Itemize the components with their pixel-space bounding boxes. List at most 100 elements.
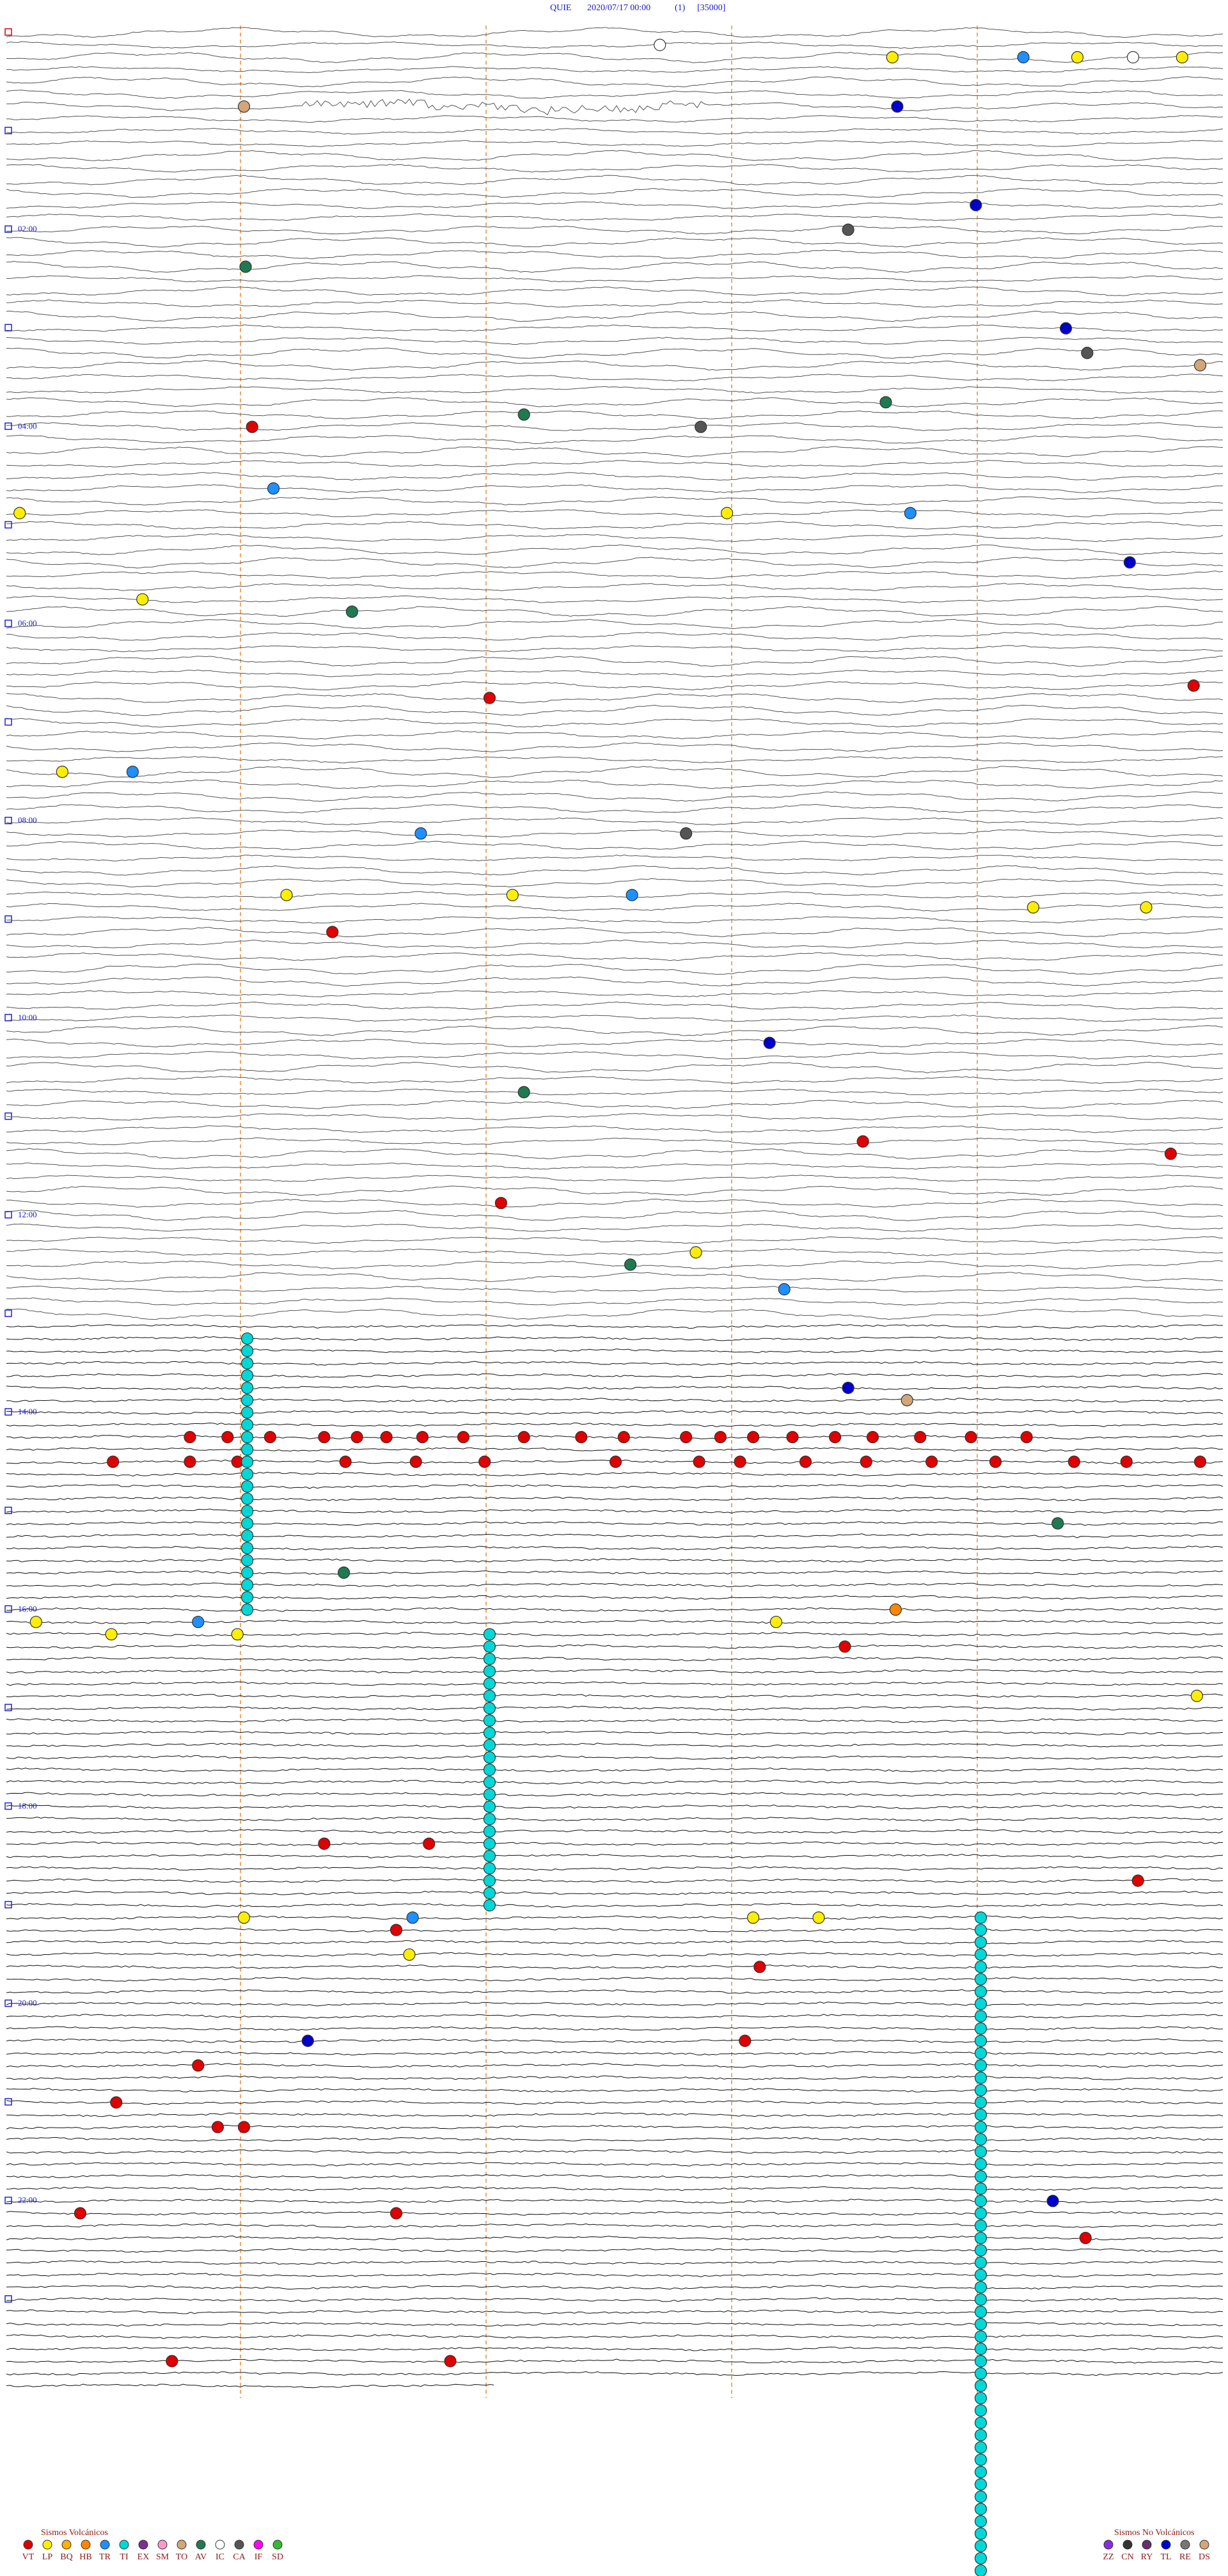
- trace: [6, 927, 1224, 938]
- event-run: [974, 2564, 988, 2576]
- trace: [6, 1792, 1224, 1797]
- trace: [6, 1483, 1224, 1489]
- trace: [6, 2063, 1224, 2068]
- trace: [6, 1038, 1224, 1048]
- trace: [6, 1236, 1223, 1244]
- legend-swatch: [234, 2540, 244, 2550]
- event-run: [483, 1862, 496, 1875]
- event-run: [974, 2145, 988, 2158]
- event: [345, 605, 359, 618]
- event-run: [974, 2133, 988, 2146]
- event: [211, 2121, 224, 2133]
- trace: [6, 76, 1224, 88]
- legend-code: TL: [1160, 2552, 1171, 2562]
- event-run: [483, 1652, 496, 1665]
- event: [237, 100, 251, 113]
- trace: [6, 990, 1224, 997]
- trace: [6, 2137, 1224, 2142]
- trace: [6, 310, 1224, 322]
- trace: [6, 1435, 1224, 1440]
- event-run: [974, 1998, 988, 2011]
- event: [746, 1911, 760, 1924]
- event: [390, 1924, 403, 1936]
- trace: [6, 1297, 1224, 1306]
- trace: [6, 434, 1224, 445]
- event-run: [240, 1542, 254, 1554]
- trace: [6, 2248, 1224, 2253]
- trace: [6, 681, 1224, 691]
- trace: [6, 1705, 1224, 1711]
- event-run: [974, 2367, 988, 2380]
- event-run: [240, 1467, 254, 1481]
- trace: [6, 336, 1224, 345]
- event-run: [483, 1788, 496, 1801]
- event: [184, 1431, 196, 1444]
- hour-mark: [4, 1014, 12, 1022]
- trace: [6, 1398, 1224, 1403]
- hour-mark: [4, 1408, 12, 1416]
- event-run: [240, 1529, 254, 1542]
- trace: [6, 1644, 1224, 1649]
- trace: [6, 1174, 1224, 1182]
- trace: [6, 459, 1224, 468]
- trace: [6, 2223, 1224, 2228]
- trace: [6, 570, 1224, 580]
- event: [1120, 1455, 1133, 1468]
- trace: [6, 645, 1224, 652]
- trace: [6, 583, 1223, 592]
- trace: [6, 98, 1224, 116]
- event: [778, 1283, 791, 1296]
- event: [517, 408, 530, 421]
- hour-label: 08:00: [18, 816, 37, 825]
- event: [166, 2355, 178, 2367]
- event-run: [974, 2034, 988, 2047]
- event-run: [483, 1837, 496, 1850]
- trace: [6, 1915, 1224, 1920]
- trace: [6, 1533, 1224, 1538]
- trace: [6, 976, 1224, 987]
- event-run: [240, 1394, 254, 1407]
- trace: [6, 225, 1224, 235]
- legend-swatch: [42, 2540, 52, 2550]
- event-run: [974, 2083, 988, 2097]
- event: [1131, 1874, 1144, 1887]
- datetime: 2020/07/17 00:00: [587, 3, 650, 13]
- event-run: [974, 2010, 988, 2023]
- trace: [6, 1668, 1224, 1674]
- trace: [6, 509, 1224, 518]
- event-run: [974, 1911, 988, 1924]
- trace: [6, 755, 1224, 764]
- event-run: [974, 2502, 988, 2515]
- event: [1027, 901, 1039, 914]
- trace: [6, 2014, 1224, 2019]
- trace: [6, 213, 1224, 221]
- legend-swatch: [1142, 2540, 1152, 2550]
- event-run: [974, 2404, 988, 2417]
- legend-code: CN: [1121, 2552, 1133, 2562]
- trace: [6, 446, 1224, 457]
- event: [126, 765, 139, 778]
- event-run: [483, 1640, 496, 1653]
- event: [409, 1455, 422, 1468]
- trace: [6, 360, 1224, 371]
- trace: [6, 1076, 1224, 1084]
- event: [680, 1431, 693, 1444]
- event-run: [240, 1455, 254, 1468]
- event-run: [483, 1886, 496, 1899]
- event-run: [974, 2355, 988, 2367]
- event: [29, 1615, 42, 1629]
- event: [714, 1431, 727, 1444]
- trace: [6, 2334, 1224, 2339]
- event-run: [974, 2540, 988, 2552]
- event-run: [483, 1689, 496, 1702]
- trace: [6, 1373, 1224, 1379]
- event: [56, 765, 68, 778]
- hour-mark: [4, 1802, 12, 1810]
- event: [617, 1431, 630, 1444]
- trace: [6, 1324, 1223, 1329]
- legend-swatch: [138, 2540, 148, 2550]
- hour-label: 06:00: [18, 618, 37, 628]
- trace: [6, 1137, 1224, 1146]
- event-run: [483, 1764, 496, 1776]
- event: [280, 889, 293, 901]
